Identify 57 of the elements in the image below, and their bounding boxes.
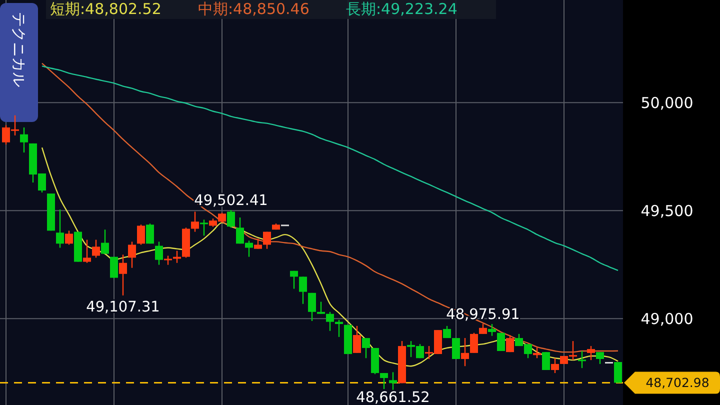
candlestick (443, 325, 451, 339)
candlestick (101, 229, 109, 254)
candlestick (173, 250, 181, 264)
y-tick-label: 49,500 (640, 202, 694, 220)
line-series (41, 65, 619, 271)
annotation: 49,502.41 (194, 193, 268, 210)
candlestick (542, 351, 550, 371)
tab-button: テクニカル (0, 3, 38, 122)
annotation: テクニカル (10, 12, 28, 87)
candlestick (290, 270, 298, 290)
candlestick (119, 254, 127, 296)
candlestick (308, 292, 316, 322)
line-series (41, 146, 619, 367)
candlestick (20, 126, 28, 154)
candlestick (164, 255, 172, 266)
candlestick (200, 219, 208, 236)
candlestick (362, 337, 370, 359)
candlestick (533, 346, 541, 359)
candlestick (299, 276, 307, 305)
text: 長期:49,223.24 (346, 0, 458, 18)
ref-line-label: 48,702.98 (646, 375, 710, 390)
candlestick (551, 358, 559, 374)
candlestick (596, 351, 604, 365)
candlestick (353, 325, 361, 354)
candlestick (110, 256, 118, 278)
candlestick (506, 334, 514, 353)
y-tick-label: 49,000 (640, 310, 694, 328)
annotation: 48,661.52 (356, 390, 430, 405)
y-tick-label: 50,000 (640, 94, 694, 112)
candlestick (452, 337, 460, 360)
candlestick (155, 241, 163, 266)
candlestick (614, 361, 622, 384)
candlestick (461, 337, 469, 367)
candlestick (56, 208, 64, 248)
candlestick (335, 319, 343, 338)
candlestick (146, 222, 154, 244)
candlestick (254, 238, 262, 250)
candlestick (470, 332, 478, 354)
text: 短期:48,802.52 (50, 0, 162, 18)
candlestick (380, 372, 388, 390)
candlestick (92, 239, 100, 258)
candlestick (263, 231, 271, 250)
candlestick (65, 230, 73, 246)
candlestick (227, 209, 235, 228)
text: 中期:48,850.46 (198, 0, 310, 18)
candlestick (128, 241, 136, 268)
candlestick (389, 372, 397, 392)
annotation: 49,107.31 (86, 299, 160, 316)
candlestick (578, 350, 586, 369)
candlestick (191, 211, 199, 232)
candlestick (479, 323, 487, 335)
candlestick (137, 224, 145, 246)
candlestick (587, 345, 595, 361)
candlestick (326, 311, 334, 332)
candlestick (317, 301, 325, 314)
candlestick (488, 323, 496, 336)
candlestick (83, 239, 91, 264)
